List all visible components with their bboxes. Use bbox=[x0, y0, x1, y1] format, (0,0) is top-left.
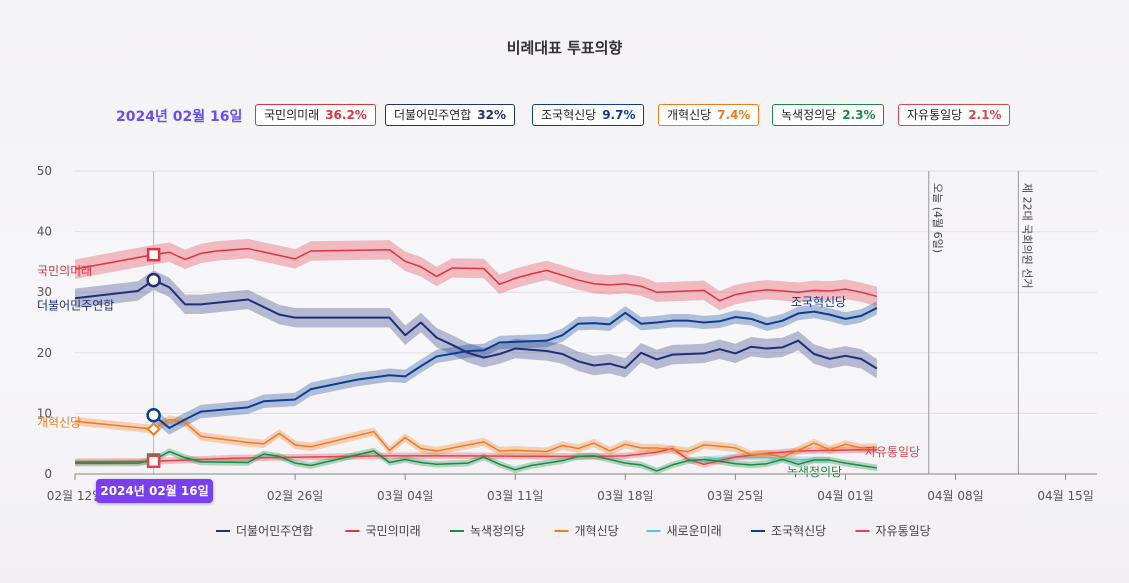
hover-marker-조국혁신당[interactable] bbox=[146, 407, 161, 423]
legend-label: 개혁신당 bbox=[575, 524, 619, 538]
hover-marker-더불어민주연합[interactable] bbox=[146, 272, 161, 288]
legend-label: 녹색정의당 bbox=[470, 524, 525, 538]
x-tick-label: 04월 08일 bbox=[927, 489, 983, 503]
y-tick-label: 30 bbox=[37, 285, 52, 299]
badge-people-power-future[interactable]: 국민의미래 36.2% bbox=[255, 104, 376, 126]
badge-name: 개혁신당 bbox=[667, 108, 712, 122]
legend-label: 국민의미래 bbox=[366, 524, 421, 538]
series-label-더불어민주연합: 더불어민주연합 bbox=[37, 298, 114, 312]
hover-marker-개혁신당[interactable] bbox=[146, 422, 161, 437]
confidence-band-녹색정의당 bbox=[75, 447, 877, 475]
y-tick-label: 50 bbox=[37, 164, 52, 178]
selected-date-label: 2024년 02월 16일 bbox=[116, 109, 243, 125]
x-tick-label: 03월 25일 bbox=[707, 489, 763, 503]
x-tick-label: 02월 12일 bbox=[47, 489, 103, 503]
legend-item-조국혁신당[interactable]: 조국혁신당 bbox=[751, 524, 826, 538]
badge-value: 2.3% bbox=[842, 108, 876, 122]
legend-item-국민의미래[interactable]: 국민의미래 bbox=[345, 524, 421, 538]
series-line-새로운미래[interactable] bbox=[703, 456, 830, 461]
badge-reform[interactable]: 개혁신당 7.4% bbox=[658, 104, 760, 126]
event-line-label: 제 22대 국회의원 선거 bbox=[1020, 183, 1033, 288]
badge-value: 36.2% bbox=[325, 108, 367, 122]
badge-name: 국민의미래 bbox=[264, 108, 320, 122]
badge-name: 녹색정의당 bbox=[781, 108, 837, 122]
badge-value: 7.4% bbox=[717, 108, 751, 122]
legend-label: 자유통일당 bbox=[876, 524, 931, 538]
confidence-band-새로운미래 bbox=[703, 454, 830, 464]
confidence-band-조국혁신당 bbox=[153, 301, 877, 435]
legend-label: 새로운미래 bbox=[667, 524, 722, 538]
series-label-개혁신당: 개혁신당 bbox=[37, 415, 81, 429]
series-line-개혁신당[interactable] bbox=[74, 418, 877, 458]
badge-green-justice[interactable]: 녹색정의당 2.3% bbox=[772, 104, 885, 126]
x-tick-label: 03월 11일 bbox=[487, 489, 543, 503]
cursor-date-pill: 2024년 02월 16일 bbox=[96, 479, 213, 503]
legend-label: 조국혁신당 bbox=[771, 524, 826, 538]
series-line-국민의미래[interactable] bbox=[74, 247, 878, 302]
series-label-녹색정의당: 녹색정의당 bbox=[787, 465, 842, 479]
legend-item-자유통일당[interactable]: 자유통일당 bbox=[855, 524, 931, 538]
legend-item-개혁신당[interactable]: 개혁신당 bbox=[554, 524, 619, 538]
badge-rebuilding-korea[interactable]: 조국혁신당 9.7% bbox=[532, 104, 645, 126]
chart-title: 비례대표 투표의향 bbox=[506, 39, 623, 57]
badge-name: 조국혁신당 bbox=[541, 108, 597, 122]
legend-item-녹색정의당[interactable]: 녹색정의당 bbox=[450, 524, 525, 538]
x-tick-label: 04월 01일 bbox=[817, 489, 873, 503]
x-tick-label: 03월 04일 bbox=[377, 489, 433, 503]
series-line-녹색정의당[interactable] bbox=[75, 450, 877, 472]
badge-value: 32% bbox=[477, 108, 507, 122]
series-label-자유통일당: 자유통일당 bbox=[865, 445, 920, 459]
legend-item-더불어민주연합[interactable]: 더불어민주연합 bbox=[216, 524, 313, 538]
x-tick-label: 04월 15일 bbox=[1037, 489, 1093, 503]
badge-value: 9.7% bbox=[602, 108, 636, 122]
badge-value: 2.1% bbox=[968, 108, 1002, 122]
badge-democratic-alliance[interactable]: 더불어민주연합 32% bbox=[385, 104, 516, 126]
series-line-더불어민주연합[interactable] bbox=[74, 279, 878, 370]
legend-item-새로운미래[interactable]: 새로운미래 bbox=[646, 524, 722, 538]
y-tick-label: 20 bbox=[37, 346, 52, 360]
confidence-band-더불어민주연합 bbox=[75, 270, 877, 379]
badge-name: 자유통일당 bbox=[907, 108, 963, 122]
y-tick-label: 10 bbox=[37, 406, 52, 420]
series-label-조국혁신당: 조국혁신당 bbox=[791, 295, 846, 309]
event-line-label: 오늘 (4월 6일) bbox=[931, 183, 945, 253]
series-label-국민의미래: 국민의미래 bbox=[37, 264, 92, 278]
series-line-조국혁신당[interactable] bbox=[152, 307, 878, 429]
y-tick-label: 0 bbox=[44, 467, 52, 481]
x-tick-label: 03월 18일 bbox=[597, 489, 653, 503]
badge-name: 더불어민주연합 bbox=[394, 108, 472, 122]
hover-marker-자유통일당[interactable] bbox=[146, 454, 161, 469]
y-tick-label: 40 bbox=[37, 225, 52, 239]
badge-liberty-unification[interactable]: 자유통일당 2.1% bbox=[898, 104, 1011, 126]
hover-marker-국민의미래[interactable] bbox=[146, 247, 161, 262]
legend-label: 더불어민주연합 bbox=[236, 524, 313, 538]
x-tick-label: 02월 26일 bbox=[267, 489, 323, 503]
confidence-band-국민의미래 bbox=[75, 238, 877, 311]
